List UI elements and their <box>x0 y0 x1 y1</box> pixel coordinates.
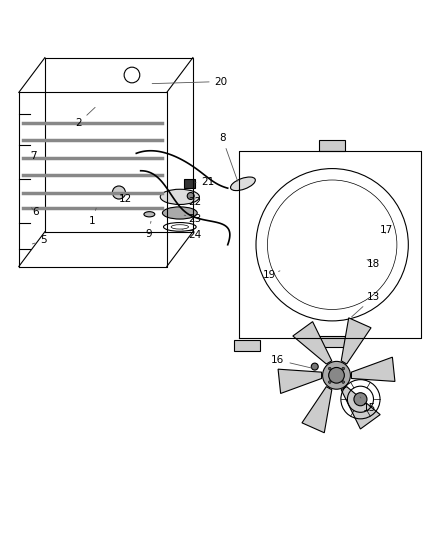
Circle shape <box>354 393 367 406</box>
Text: 5: 5 <box>32 236 47 245</box>
Text: 24: 24 <box>182 230 202 240</box>
Text: 8: 8 <box>219 133 238 181</box>
Polygon shape <box>341 386 380 429</box>
Bar <box>319 336 345 347</box>
Text: 19: 19 <box>262 270 280 280</box>
Circle shape <box>328 381 331 383</box>
Text: 20: 20 <box>152 77 228 86</box>
Text: 18: 18 <box>367 260 380 269</box>
Circle shape <box>113 186 125 199</box>
Text: 7: 7 <box>30 150 36 160</box>
Text: 6: 6 <box>32 207 39 217</box>
Polygon shape <box>278 369 321 393</box>
Text: 2: 2 <box>75 107 95 128</box>
Bar <box>184 179 195 188</box>
Text: 12: 12 <box>119 194 132 204</box>
Text: 1: 1 <box>88 208 96 226</box>
Ellipse shape <box>160 189 199 205</box>
Text: 16: 16 <box>271 355 312 368</box>
Ellipse shape <box>230 177 255 191</box>
Text: 22: 22 <box>188 197 202 207</box>
Text: 17: 17 <box>380 224 393 235</box>
Polygon shape <box>302 386 332 433</box>
Circle shape <box>328 367 344 383</box>
Text: 15: 15 <box>360 397 376 413</box>
Text: 21: 21 <box>196 176 215 187</box>
Polygon shape <box>351 357 395 382</box>
Polygon shape <box>293 321 332 364</box>
Bar <box>234 341 260 351</box>
Text: 9: 9 <box>145 221 152 239</box>
Polygon shape <box>341 318 371 364</box>
Circle shape <box>187 192 194 199</box>
Ellipse shape <box>144 212 155 217</box>
Ellipse shape <box>162 207 197 219</box>
Circle shape <box>328 367 331 370</box>
Text: 23: 23 <box>184 214 202 224</box>
Circle shape <box>342 367 345 370</box>
Bar <box>319 140 345 151</box>
Circle shape <box>342 381 345 383</box>
Circle shape <box>322 361 350 389</box>
Text: 13: 13 <box>352 292 380 317</box>
Circle shape <box>311 363 318 370</box>
